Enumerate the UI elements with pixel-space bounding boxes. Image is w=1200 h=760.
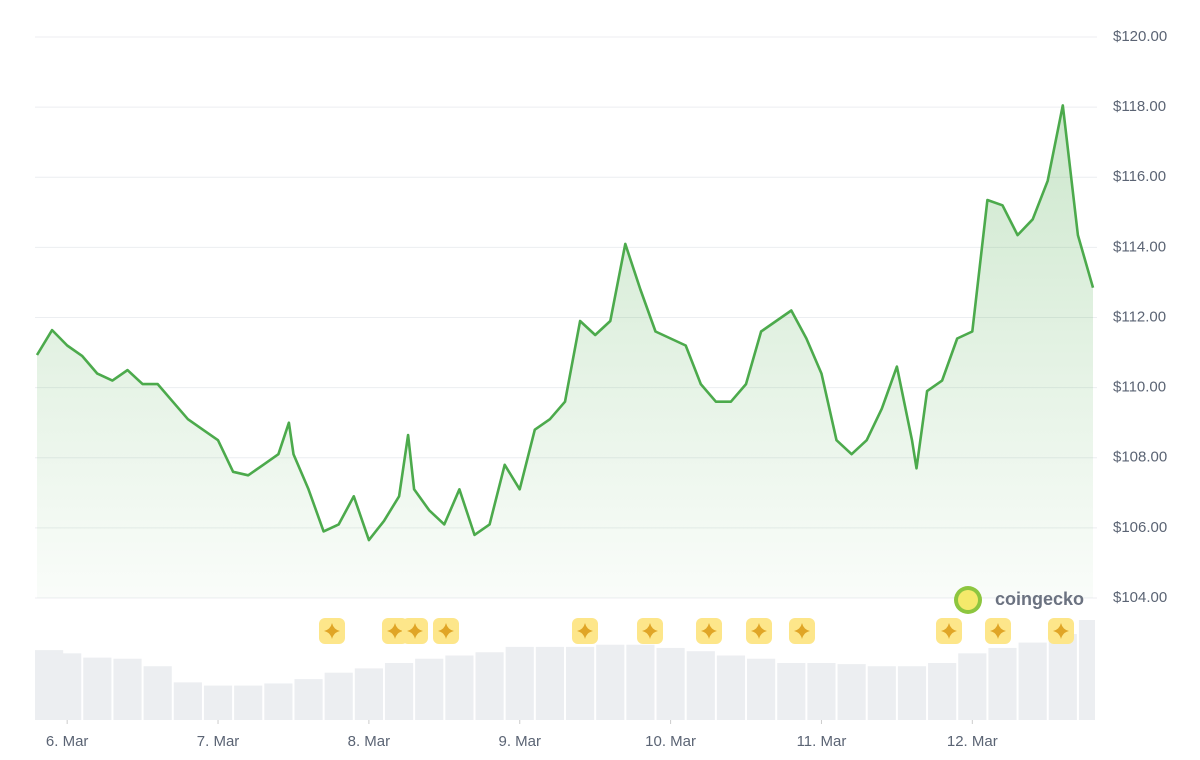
watermark-logo-inner [958, 590, 978, 610]
volume-bar [83, 657, 112, 720]
volume-bar [505, 646, 534, 720]
event-badge [402, 618, 428, 644]
x-tick-label: 11. Mar [797, 733, 847, 750]
volume-bar [807, 663, 836, 720]
y-tick-label: $110.00 [1113, 379, 1166, 396]
volume-bar [264, 683, 293, 720]
event-badge-star [941, 623, 957, 639]
event-badge-star [577, 623, 593, 639]
volume-bar [656, 647, 685, 720]
volume-bar [475, 652, 504, 720]
x-tick-label: 9. Mar [498, 733, 541, 750]
y-tick-label: $106.00 [1113, 519, 1167, 536]
event-badge-star [387, 623, 403, 639]
event-badge [382, 618, 408, 644]
event-badge-star [324, 623, 340, 639]
event-badge [936, 618, 962, 644]
volume-bar [324, 672, 353, 720]
event-badge [746, 618, 772, 644]
price-area [37, 105, 1093, 599]
volume-bar [596, 644, 625, 720]
event-badge [433, 618, 459, 644]
event-badge-star [751, 623, 767, 639]
volume-bar [566, 646, 595, 720]
price-line [35, 104, 1095, 542]
y-tick-label: $116.00 [1113, 168, 1166, 185]
x-tick-label: 7. Mar [197, 733, 240, 750]
volume-bar [53, 653, 82, 720]
y-tick-label: $108.00 [1113, 449, 1167, 466]
x-tick-label: 8. Mar [348, 733, 391, 750]
event-badge [637, 618, 663, 644]
x-tick-label: 10. Mar [645, 733, 696, 750]
event-badge-star [438, 623, 454, 639]
volume-bar [958, 653, 987, 720]
volume-bar [747, 658, 776, 720]
event-badge [789, 618, 815, 644]
volume-bar [143, 666, 172, 720]
volume-bar [234, 685, 263, 720]
volume-bar [867, 666, 896, 720]
volume-bar [535, 646, 564, 720]
volume-bar [384, 663, 414, 720]
volume-bar [415, 658, 444, 720]
volume-bar [716, 655, 746, 720]
volume-bar [928, 663, 957, 720]
event-badge-star [407, 623, 423, 639]
volume-bar [354, 668, 383, 720]
event-badge-star [642, 623, 658, 639]
x-tick-label: 6. Mar [46, 733, 89, 750]
volume-bar [173, 682, 202, 720]
volume-bar [988, 647, 1017, 720]
event-badge-star [701, 623, 717, 639]
volume-bar [1078, 620, 1095, 720]
event-badge [985, 618, 1011, 644]
y-tick-label: $112.00 [1113, 308, 1166, 325]
watermark: coingecko [954, 586, 1084, 614]
event-badge [572, 618, 598, 644]
volume-bar [626, 644, 655, 720]
event-badge-star [1053, 623, 1069, 639]
event-badge [1048, 618, 1074, 644]
volume-bar [686, 651, 715, 720]
volume-bar [113, 658, 142, 720]
y-tick-label: $104.00 [1113, 589, 1167, 606]
volume-bar [777, 663, 806, 720]
volume-bar [294, 679, 323, 720]
volume-bar [445, 655, 474, 720]
volume-bar [1048, 633, 1077, 720]
event-badge [696, 618, 722, 644]
volume-bar [837, 664, 866, 720]
y-tick-label: $120.00 [1113, 28, 1167, 45]
event-badge-star [990, 623, 1006, 639]
volume-bar [203, 685, 233, 720]
event-badge-star [794, 623, 810, 639]
x-tick-label: 12. Mar [947, 733, 998, 750]
event-badge [319, 618, 345, 644]
volume-bar [1018, 642, 1047, 720]
volume-bar [897, 666, 927, 720]
y-tick-label: $114.00 [1113, 238, 1166, 255]
y-tick-label: $118.00 [1113, 98, 1166, 115]
watermark-text: coingecko [995, 589, 1084, 609]
